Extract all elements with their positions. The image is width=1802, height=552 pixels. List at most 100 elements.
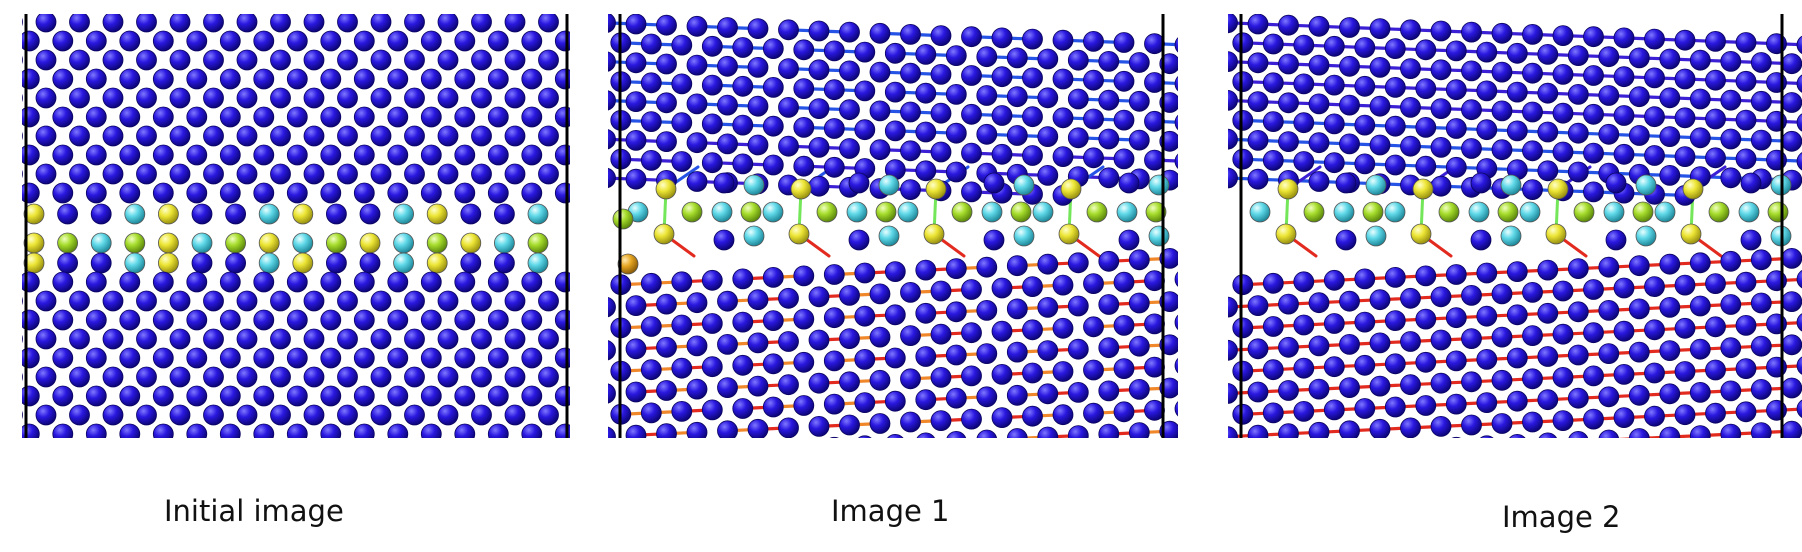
atom-blue xyxy=(1006,428,1028,438)
atom-blue xyxy=(1006,341,1028,363)
atom-blue xyxy=(1006,384,1028,406)
atom-blue xyxy=(353,182,375,204)
atom-blue xyxy=(1461,284,1482,306)
atom-blue xyxy=(353,347,375,369)
atom-blue xyxy=(1098,337,1120,359)
atom-blue xyxy=(869,139,891,161)
atom-blue xyxy=(1022,276,1043,298)
atom-cyan xyxy=(1500,225,1522,247)
atom-blue xyxy=(554,385,570,407)
atom-blue xyxy=(1659,383,1681,405)
atom-blue xyxy=(1384,77,1406,98)
atom-blue xyxy=(487,106,509,128)
atom-cyan xyxy=(1333,201,1355,223)
atom-blue xyxy=(1522,62,1543,84)
atom-blue xyxy=(1552,102,1574,124)
atom-blue xyxy=(1128,52,1150,73)
atom-blue xyxy=(460,252,482,274)
atom-blue xyxy=(1022,106,1043,128)
atom-yellow xyxy=(1277,178,1299,200)
atom-blue xyxy=(1293,112,1315,134)
atom-blue xyxy=(320,30,342,52)
atom-blue xyxy=(52,106,74,128)
atom-blue xyxy=(1659,164,1681,186)
atom-blue xyxy=(946,431,967,438)
atom-blue xyxy=(35,125,57,147)
atom-green xyxy=(225,232,247,254)
atom-yellow xyxy=(1412,178,1434,200)
atom-blue xyxy=(1339,133,1360,155)
atom-blue xyxy=(219,385,241,407)
atom-blue xyxy=(1232,71,1254,92)
atom-blue xyxy=(1613,277,1635,299)
atom-blue xyxy=(420,30,442,52)
atom-blue xyxy=(747,134,769,156)
atom-blue xyxy=(961,142,982,164)
atom-blue xyxy=(1113,109,1135,131)
atom-blue xyxy=(1674,404,1696,426)
atom-blue xyxy=(203,328,224,350)
atom-blue xyxy=(52,30,74,52)
atom-blue xyxy=(732,114,754,136)
atom-blue xyxy=(69,290,90,312)
atom-blue xyxy=(732,311,754,333)
atom-blue xyxy=(1430,415,1452,437)
atom-blue xyxy=(1605,172,1627,194)
atom-blue xyxy=(1476,305,1498,327)
atom-blue xyxy=(778,19,799,41)
atom-blue xyxy=(1400,19,1421,41)
atom-blue xyxy=(1067,381,1089,403)
atom-blue xyxy=(22,182,40,204)
atom-blue xyxy=(1098,89,1120,111)
atom-blue xyxy=(1705,316,1726,338)
atom-blue xyxy=(320,385,342,407)
atom-blue xyxy=(22,93,23,103)
atom-blue xyxy=(1247,14,1269,35)
atom-green xyxy=(1010,201,1032,223)
atom-blue xyxy=(1705,108,1726,130)
atom-blue xyxy=(152,30,174,52)
atom-green xyxy=(1632,201,1654,223)
bond xyxy=(865,444,896,445)
bond xyxy=(1548,441,1579,443)
atom-blue xyxy=(521,271,543,293)
atom-blue xyxy=(1052,68,1074,90)
atom-blue xyxy=(1113,32,1135,53)
atom-blue xyxy=(35,49,57,71)
atom-blue xyxy=(286,347,308,369)
atom-blue xyxy=(487,347,509,369)
atom-blue xyxy=(1022,405,1043,427)
atom-blue xyxy=(521,182,543,204)
atom-blue xyxy=(1415,117,1437,138)
atom-yellow xyxy=(653,223,675,245)
atom-blue xyxy=(625,168,647,190)
atom-blue xyxy=(471,290,492,312)
atom-blue xyxy=(136,14,157,33)
atom-blue xyxy=(991,66,1013,88)
atom-blue xyxy=(1613,407,1635,429)
atom-blue xyxy=(1750,422,1772,438)
atom-blue xyxy=(152,271,174,293)
atom-blue xyxy=(1644,362,1665,384)
atom-blue xyxy=(52,68,74,90)
atom-blue xyxy=(538,366,559,388)
atom-blue xyxy=(493,203,515,225)
atom-blue xyxy=(152,68,174,90)
atom-blue xyxy=(686,132,708,154)
atom-blue xyxy=(1689,49,1711,71)
atom-blue xyxy=(1174,314,1178,331)
atom-blue xyxy=(1278,14,1299,36)
atom-blue xyxy=(1628,384,1650,406)
atom-blue xyxy=(1613,27,1635,49)
atom-blue xyxy=(1098,167,1120,189)
atom-blue xyxy=(1720,167,1742,189)
atom-blue xyxy=(945,84,967,105)
atom-blue xyxy=(90,252,112,274)
atom-blue xyxy=(900,368,921,390)
atom-blue xyxy=(1705,147,1726,169)
atom-blue xyxy=(203,366,224,388)
atom-blue xyxy=(961,103,982,125)
atom-blue xyxy=(1796,356,1802,375)
bond xyxy=(1578,440,1609,441)
atom-blue xyxy=(437,328,459,350)
